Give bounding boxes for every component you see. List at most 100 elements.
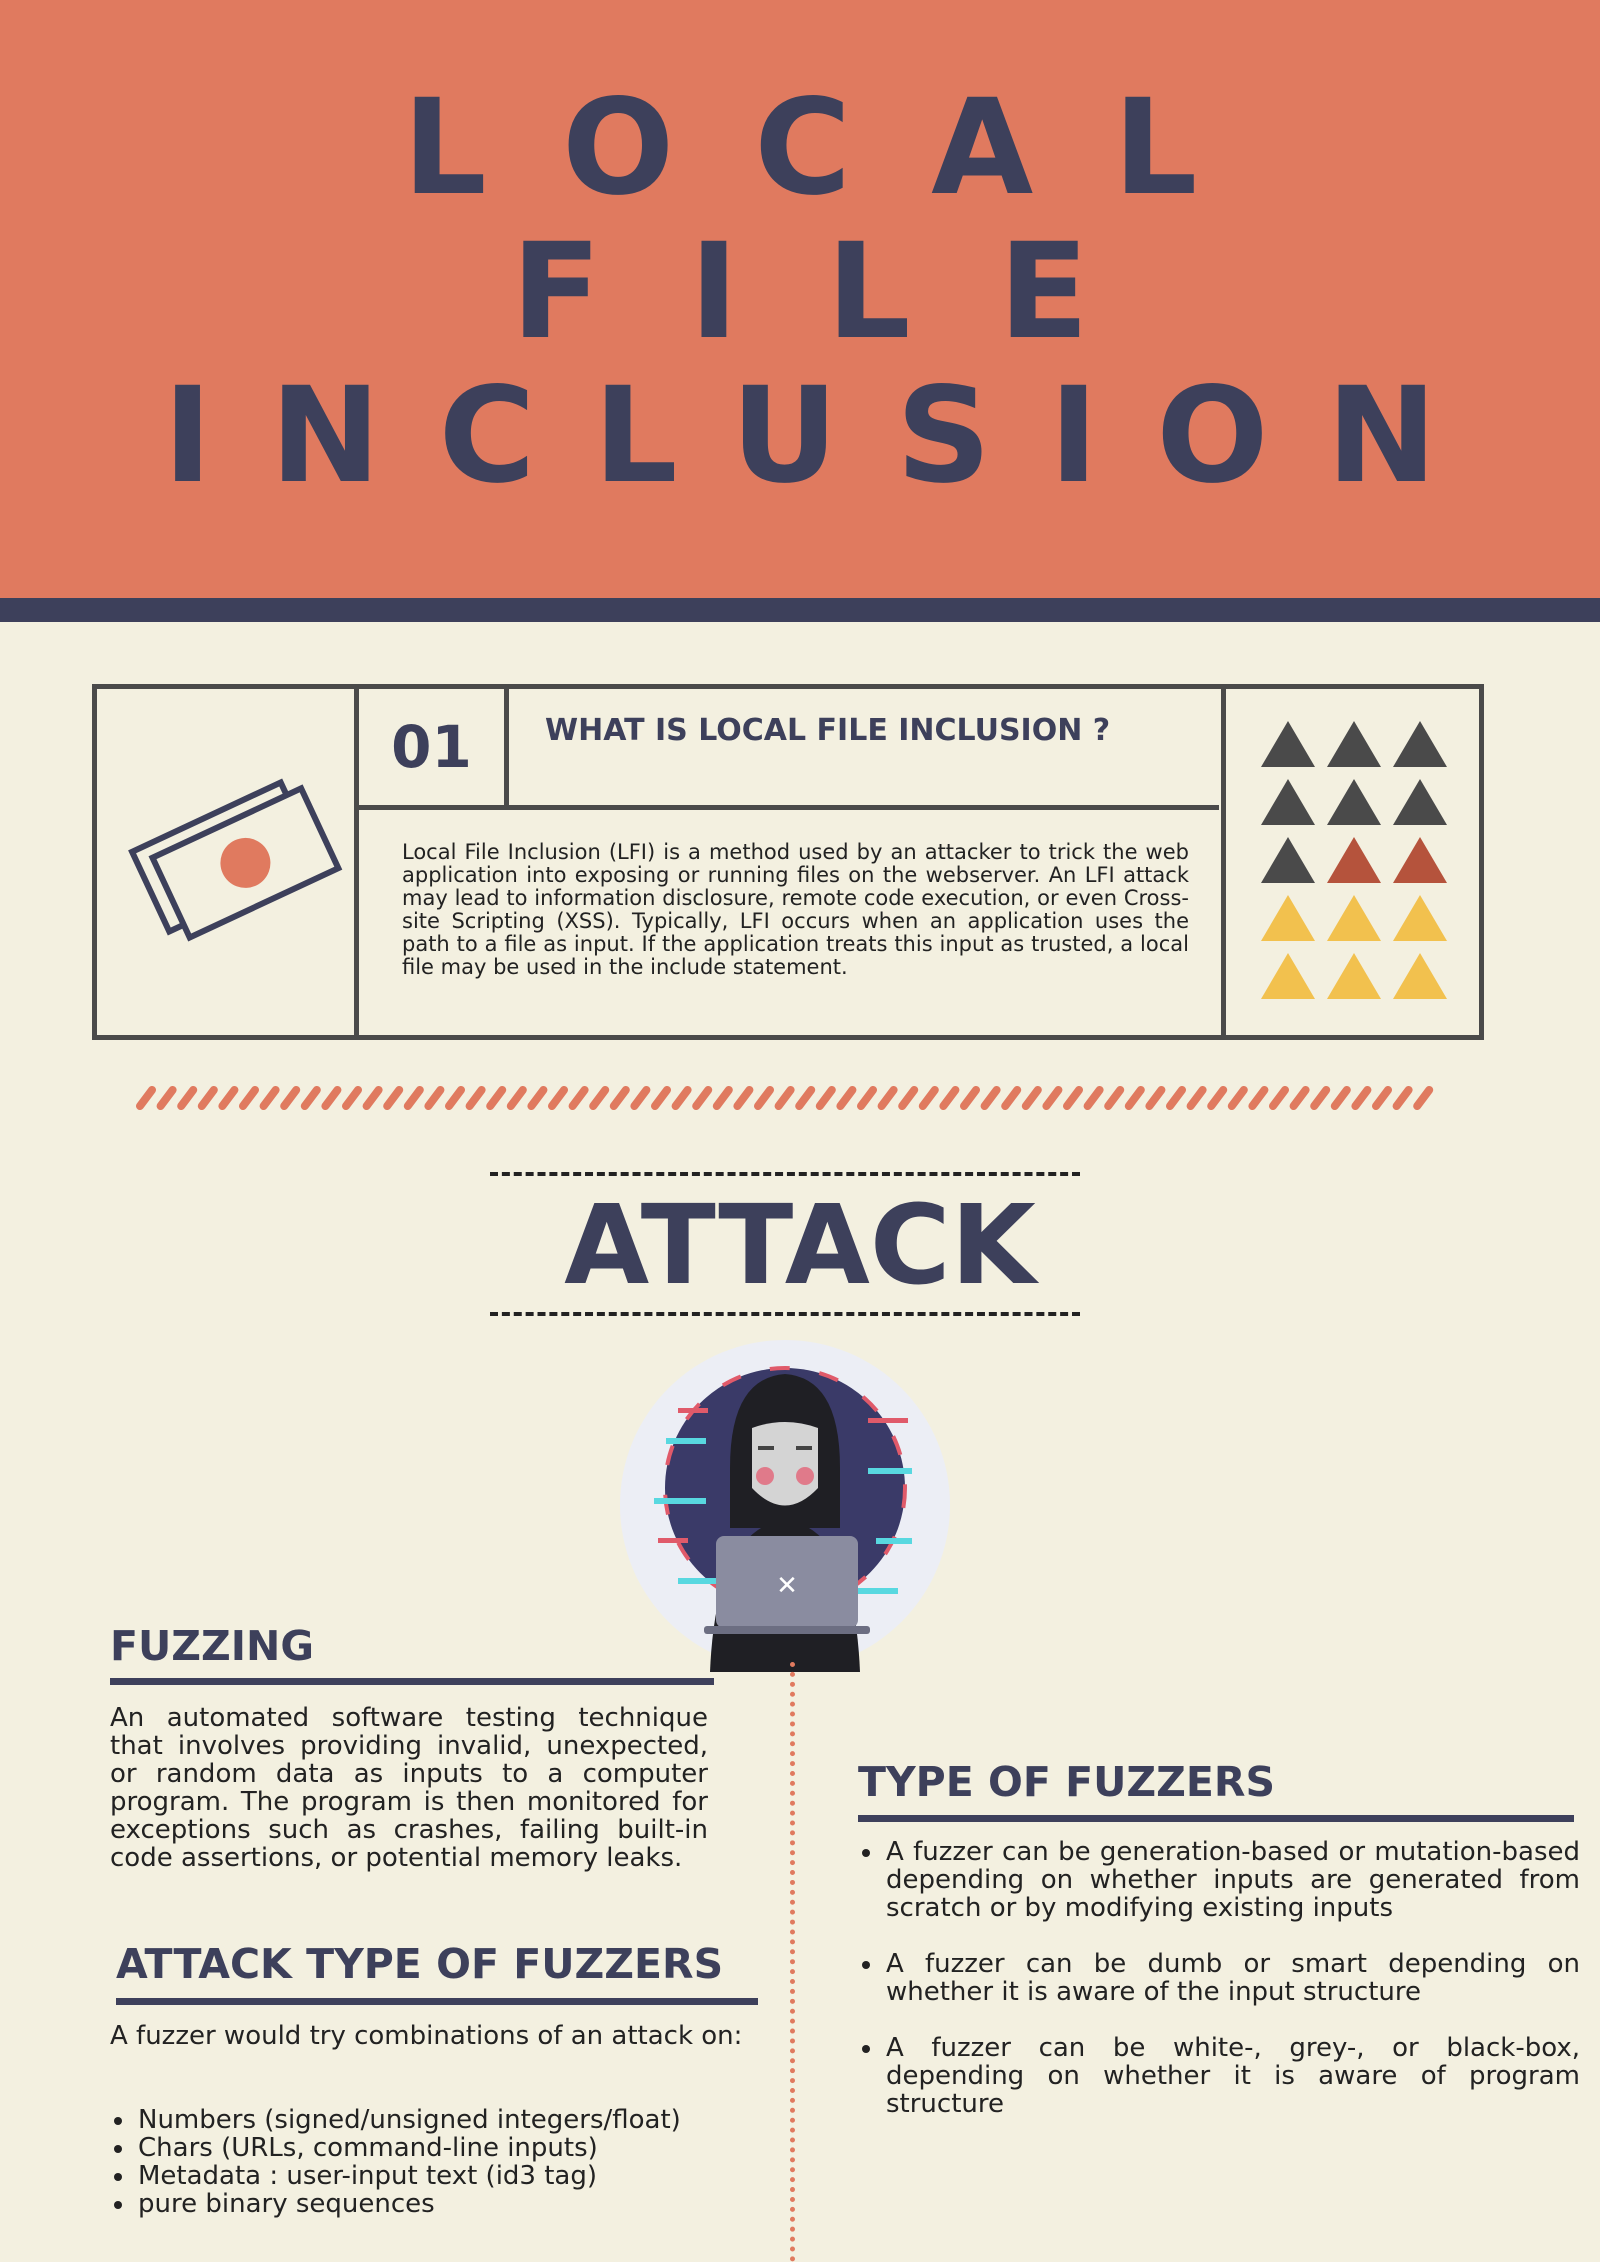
header-divider — [0, 598, 1600, 622]
stripe-mark — [609, 1086, 630, 1110]
stripe-mark — [383, 1086, 404, 1110]
triangle-shape — [1327, 779, 1381, 825]
stripe-mark — [589, 1086, 610, 1110]
stripe-mark — [362, 1086, 383, 1110]
stripe-mark — [156, 1086, 177, 1110]
triangle-shape — [1393, 779, 1447, 825]
stripe-mark — [424, 1086, 445, 1110]
fuzzer-types-heading: TYPE OF FUZZERS — [858, 1758, 1275, 1806]
stripe-mark — [1104, 1086, 1125, 1110]
stripe-mark — [1351, 1086, 1372, 1110]
stripe-mark — [815, 1086, 836, 1110]
fuzzing-heading: FUZZING — [110, 1622, 314, 1670]
hacker-icon: ✕ — [618, 1338, 952, 1672]
attack-types-heading: ATTACK TYPE OF FUZZERS — [116, 1940, 724, 1988]
list-item: pure binary sequences — [110, 2190, 770, 2218]
stripe-mark — [1392, 1086, 1413, 1110]
stripe-mark — [1001, 1086, 1022, 1110]
stripe-mark — [877, 1086, 898, 1110]
stripe-mark — [1186, 1086, 1207, 1110]
svg-text:✕: ✕ — [776, 1571, 798, 1601]
triangle-shape — [1327, 895, 1381, 941]
attack-types-list: Numbers (signed/unsigned integers/float)… — [110, 2106, 770, 2218]
stripe-divider — [136, 1086, 1448, 1110]
title-line-2: FILE — [511, 215, 1177, 369]
stripe-mark — [486, 1086, 507, 1110]
stripe-mark — [197, 1086, 218, 1110]
triangle-shape — [1261, 721, 1315, 767]
stripe-mark — [939, 1086, 960, 1110]
triangle-shape — [1393, 953, 1447, 999]
list-item: A fuzzer can be white-, grey-, or black-… — [858, 2034, 1580, 2118]
stripe-mark — [1083, 1086, 1104, 1110]
stripe-mark — [342, 1086, 362, 1110]
center-dotted-line — [790, 1662, 795, 2262]
section-body: Local File Inclusion (LFI) is a method u… — [402, 840, 1189, 979]
stripe-mark — [733, 1086, 754, 1110]
triangle-shape — [1327, 721, 1381, 767]
stripe-mark — [136, 1086, 156, 1110]
stripe-mark — [548, 1086, 568, 1110]
stripe-mark — [1269, 1086, 1289, 1110]
stripe-mark — [712, 1086, 733, 1110]
fuzzing-rule — [110, 1678, 714, 1685]
title-line-1: LOCAL — [402, 71, 1278, 225]
box-divider-left — [354, 689, 359, 1035]
triangle-shape — [1261, 953, 1315, 999]
stripe-mark — [836, 1086, 857, 1110]
stripe-mark — [506, 1086, 527, 1110]
stripe-mark — [754, 1086, 774, 1110]
stripe-mark — [239, 1086, 259, 1110]
stripe-mark — [651, 1086, 671, 1110]
stripe-mark — [1021, 1086, 1042, 1110]
stripe-mark — [960, 1086, 980, 1110]
stripe-mark — [218, 1086, 239, 1110]
triangle-shape — [1327, 953, 1381, 999]
stripe-mark — [403, 1086, 424, 1110]
box-divider-right — [1221, 689, 1226, 1035]
stripe-mark — [1166, 1086, 1186, 1110]
list-item: Numbers (signed/unsigned integers/float) — [110, 2106, 770, 2134]
stripe-mark — [692, 1086, 713, 1110]
stripe-mark — [568, 1086, 589, 1110]
stripe-mark — [1310, 1086, 1331, 1110]
triangle-shape — [1393, 895, 1447, 941]
stripe-mark — [1227, 1086, 1248, 1110]
triangle-shape — [1393, 837, 1447, 883]
section-heading: WHAT IS LOCAL FILE INCLUSION ? — [545, 713, 1111, 748]
stripe-mark — [774, 1086, 795, 1110]
triangle-shape — [1261, 779, 1315, 825]
stripe-mark — [177, 1086, 198, 1110]
stripe-mark — [671, 1086, 692, 1110]
stripe-mark — [857, 1086, 877, 1110]
stripe-mark — [1207, 1086, 1228, 1110]
definition-box: 01 WHAT IS LOCAL FILE INCLUSION ? Local … — [92, 684, 1484, 1040]
stripe-mark — [445, 1086, 465, 1110]
triangle-shape — [1261, 837, 1315, 883]
fuzzing-body: An automated software testing technique … — [110, 1703, 708, 1873]
list-item: Chars (URLs, command-line inputs) — [110, 2134, 770, 2162]
list-item: A fuzzer can be generation-based or muta… — [858, 1838, 1580, 1922]
stripe-mark — [300, 1086, 321, 1110]
stripe-mark — [527, 1086, 548, 1110]
stripe-mark — [1145, 1086, 1166, 1110]
stripe-mark — [1248, 1086, 1269, 1110]
triangle-grid-icon — [1226, 689, 1479, 1035]
list-item: Metadata : user-input text (id3 tag) — [110, 2162, 770, 2190]
triangle-shape — [1261, 895, 1315, 941]
stripe-mark — [1124, 1086, 1145, 1110]
stripe-mark — [321, 1086, 342, 1110]
stripe-mark — [1289, 1086, 1310, 1110]
triangle-shape — [1393, 721, 1447, 767]
stripe-mark — [795, 1086, 816, 1110]
list-item: A fuzzer can be dumb or smart depending … — [858, 1950, 1580, 2006]
stripe-mark — [465, 1086, 486, 1110]
stripe-mark — [1042, 1086, 1063, 1110]
attack-types-rule — [116, 1998, 758, 2005]
tickets-icon — [97, 689, 359, 1035]
stripe-mark — [1413, 1086, 1434, 1110]
header-banner: LOCAL FILE INCLUSION — [0, 0, 1600, 598]
dashed-rule-bottom — [490, 1312, 1080, 1316]
dashed-rule-top — [490, 1172, 1080, 1176]
stripe-mark — [918, 1086, 939, 1110]
